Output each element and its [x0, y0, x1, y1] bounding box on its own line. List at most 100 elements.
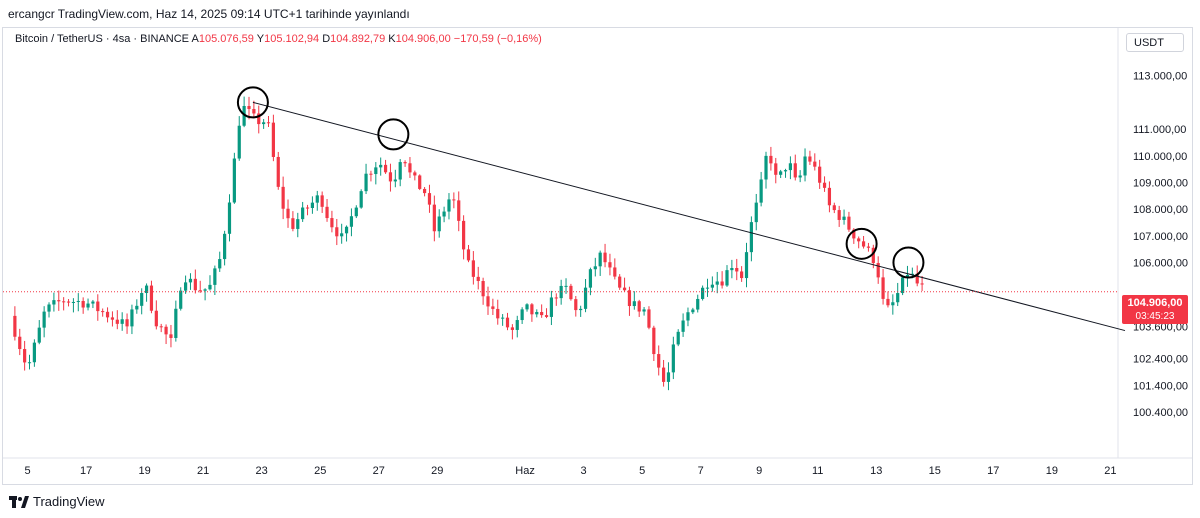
candle-body — [593, 266, 597, 270]
x-tick-label: 17 — [80, 465, 92, 477]
y-tick-label: 109.000,00 — [1133, 177, 1188, 189]
candle-body — [818, 166, 822, 183]
candle-body — [476, 276, 480, 282]
highlight-circle — [236, 86, 269, 119]
highlight-circle — [892, 246, 925, 279]
candle-body — [105, 311, 110, 318]
candle-body — [413, 172, 417, 176]
candle-body — [422, 188, 427, 194]
y-tick-label: 106.000,00 — [1133, 258, 1188, 270]
candle-body — [769, 155, 773, 164]
candle-body — [398, 162, 402, 180]
candle-body — [149, 285, 154, 311]
candle-body — [213, 268, 217, 285]
change-value: −170,59 (−0,16%) — [453, 33, 542, 45]
candle-body — [76, 300, 80, 302]
candle-body — [915, 273, 919, 284]
x-tick-label: 11 — [812, 465, 823, 477]
x-tick-label: 23 — [256, 465, 268, 477]
candle-body — [383, 164, 388, 173]
candle-body — [291, 218, 295, 229]
candle-body — [330, 218, 334, 228]
candle-body — [910, 273, 914, 275]
candle-body — [574, 299, 578, 311]
symbol-label[interactable]: Bitcoin / TetherUS · 4sa · BINANCE — [15, 33, 190, 45]
candle-body — [510, 327, 514, 330]
candle-body — [905, 274, 910, 278]
candle-body — [627, 290, 632, 307]
candle-body — [774, 163, 778, 175]
candle-body — [130, 309, 134, 327]
candle-body — [427, 193, 432, 205]
published-by-line: ercangcr TradingView.com, Haz 14, 2025 0… — [8, 7, 410, 21]
candle-body — [466, 249, 471, 261]
candle-body — [798, 175, 802, 178]
candle-body — [193, 278, 197, 291]
candle-body — [188, 278, 193, 283]
candle-body — [52, 300, 56, 305]
x-tick-label: 5 — [24, 465, 30, 477]
candle-body — [779, 171, 783, 175]
tradingview-logo-icon — [9, 495, 29, 508]
candle-body — [642, 309, 646, 312]
candle-body — [549, 297, 554, 317]
candle-body — [257, 113, 261, 125]
candle-body — [183, 282, 188, 291]
candle-body — [613, 267, 617, 277]
candle-body — [66, 301, 71, 303]
candle-body — [315, 195, 319, 203]
x-tick-label: 25 — [314, 465, 326, 477]
candle-body — [18, 336, 22, 350]
candle-body — [842, 216, 846, 220]
y-tick-label: 113.000,00 — [1133, 71, 1187, 83]
candle-body — [457, 200, 461, 221]
candle-body — [437, 216, 441, 232]
candle-body — [374, 167, 378, 175]
x-axis-labels: 5 17 19 21 23 25 27 29 Haz 3 5 7 9 11 13 15 17 19 21 — [24, 465, 1116, 477]
candle-body — [247, 105, 251, 109]
candle-body — [179, 290, 183, 309]
candle-body — [720, 281, 724, 286]
candle-body — [530, 304, 534, 315]
x-tick-label: 17 — [987, 465, 999, 477]
candle-body — [140, 293, 144, 306]
candle-body — [452, 199, 456, 201]
candle-body — [242, 105, 246, 126]
chart-legend: Bitcoin / TetherUS · 4sa · BINANCE A105.… — [15, 33, 542, 45]
candle-body — [305, 207, 310, 209]
candle-body — [652, 327, 656, 355]
candle-body — [135, 305, 139, 310]
candle-body — [608, 262, 612, 268]
candle-body — [159, 326, 163, 328]
candle-body — [110, 317, 115, 320]
candle-body — [320, 195, 324, 207]
highlight-circle — [377, 118, 410, 151]
tradingview-brand[interactable]: TradingView — [9, 494, 105, 509]
last-price-badge: 104.906,00 03:45:23 — [1122, 295, 1188, 324]
candle-body — [505, 317, 510, 328]
candle-body — [788, 163, 793, 171]
candle-body — [871, 247, 875, 264]
currency-button[interactable]: USDT — [1126, 33, 1184, 52]
candle-body — [174, 308, 178, 338]
candle-body — [681, 320, 685, 332]
candle-body — [525, 304, 529, 310]
chart-frame — [2, 27, 1193, 485]
close-value: 104.906,00 — [395, 33, 451, 45]
candle-body — [564, 285, 568, 287]
candle-body — [408, 163, 412, 173]
candle-body — [442, 211, 446, 217]
candle-body — [57, 300, 61, 302]
candle-body — [13, 315, 17, 337]
x-tick-label: 21 — [1104, 465, 1116, 477]
x-tick-label: 7 — [698, 465, 704, 477]
candle-body — [861, 241, 866, 247]
candle-body — [71, 301, 76, 303]
candle-body — [813, 161, 817, 167]
y-tick-label: 103.600,00 — [1133, 322, 1188, 334]
candle-body — [281, 186, 285, 209]
candle-body — [554, 297, 558, 299]
candle-body — [691, 309, 695, 313]
candle-body — [276, 156, 280, 187]
